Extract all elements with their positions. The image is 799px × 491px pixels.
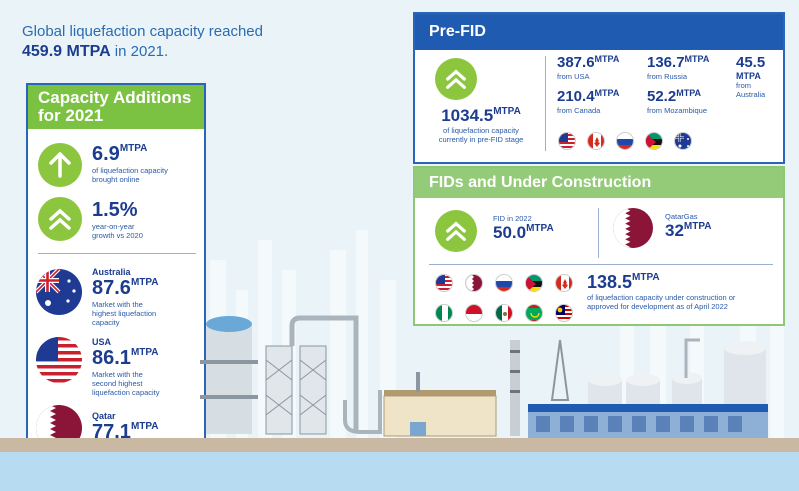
double-chevron-up-icon: [38, 197, 82, 241]
headline-suffix: in 2021.: [110, 43, 169, 60]
fid-value: 50.0: [493, 223, 527, 242]
prefid-unit-canada: MTPA: [594, 88, 620, 98]
prefid-desc-russia: from Russia: [647, 72, 688, 81]
uc-desc-2: approved for development as of April 202…: [587, 302, 728, 311]
mozambique-flag-icon: [525, 274, 543, 292]
fids-card: FIDs and Under Construction FID in 2022 …: [413, 166, 785, 326]
qatar-flag-icon: [613, 208, 653, 248]
divider: [38, 253, 196, 254]
market-desc-2b: second highest: [92, 379, 143, 388]
additions-desc-2a: year-on-year: [92, 222, 135, 231]
australia-flag-icon: [36, 269, 82, 315]
russia-flag-icon: [616, 132, 634, 150]
prefid-total-value: 1034.5: [441, 106, 494, 125]
divider: [598, 208, 599, 258]
divider: [429, 264, 773, 265]
prefid-total-desc-2: currently in pre-FID stage: [438, 135, 524, 144]
arrow-up-icon: [38, 143, 82, 187]
prefid-total-desc-1: of liquefaction capacity: [443, 126, 519, 135]
prefid-value-usa: 387.6: [557, 54, 595, 71]
mozambique-flag-icon: [645, 132, 663, 150]
fid-unit: MTPA: [526, 223, 554, 234]
double-chevron-up-icon: [435, 210, 477, 252]
nigeria-flag-icon: [435, 304, 453, 322]
market-desc-1b: highest liquefaction: [92, 309, 157, 318]
double-chevron-up-icon: [435, 58, 477, 100]
russia-flag-icon: [495, 274, 513, 292]
indonesia-flag-icon: [465, 304, 483, 322]
canada-flag-icon: [587, 132, 605, 150]
prefid-value-russia: 136.7: [647, 54, 685, 71]
malaysia-flag-icon: [555, 304, 573, 322]
market-desc-1a: Market with the: [92, 300, 143, 309]
additions-desc-2b: growth vs 2020: [92, 231, 143, 240]
usa-flag-icon: [435, 274, 453, 292]
market-unit-1: MTPA: [130, 277, 159, 288]
prefid-value-canada: 210.4: [557, 88, 595, 105]
market-country-1: Australia: [92, 267, 131, 277]
qatar-flag-icon: [465, 274, 483, 292]
mexico-flag-icon: [495, 304, 513, 322]
capacity-additions-card: Capacity Additions for 2021 6.9MTPA of l…: [26, 83, 206, 478]
additions-value-1: 6.9: [92, 143, 120, 165]
prefid-unit-mozambique: MTPA: [676, 88, 702, 98]
prefid-unit-australia: MTPA: [736, 71, 761, 81]
additions-desc-1a: of liquefaction capacity: [92, 166, 168, 175]
mauritania-flag-icon: [525, 304, 543, 322]
market-desc-2a: Market with the: [92, 370, 143, 379]
capacity-additions-title-2: for 2021: [38, 106, 104, 125]
qatargas-unit: MTPA: [683, 221, 712, 232]
prefid-total-unit: MTPA: [493, 106, 521, 117]
prefid-desc-australia: from Australia: [736, 81, 766, 99]
fids-header: FIDs and Under Construction: [415, 168, 783, 198]
market-value-2: 86.1: [92, 347, 131, 369]
prefid-desc-usa: from USA: [557, 72, 590, 81]
market-country-2: USA: [92, 337, 112, 347]
prefid-desc-canada: from Canada: [557, 106, 601, 115]
canada-flag-icon: [555, 274, 573, 292]
ground: [0, 438, 799, 454]
uc-value: 138.5: [587, 272, 633, 292]
capacity-additions-header: Capacity Additions for 2021: [28, 85, 204, 129]
headline-value: 459.9 MTPA: [22, 43, 111, 60]
prefid-desc-mozambique: from Mozambique: [647, 106, 708, 115]
market-value-3: 77.1: [92, 421, 131, 443]
market-unit-2: MTPA: [130, 347, 159, 358]
prefid-unit-russia: MTPA: [684, 54, 710, 64]
prefid-value-mozambique: 52.2: [647, 88, 677, 105]
market-desc-1c: capacity: [92, 318, 120, 327]
fid-label: FID in 2022: [493, 214, 532, 223]
prefid-card: Pre-FID 1034.5MTPA of liquefaction capac…: [413, 12, 785, 164]
market-value-1: 87.6: [92, 277, 131, 299]
prefid-unit-usa: MTPA: [594, 54, 620, 64]
market-desc-2c: liquefaction capacity: [92, 388, 160, 397]
additions-desc-1b: brought online: [92, 175, 140, 184]
qatargas-value: 32: [665, 221, 684, 240]
headline-line1: Global liquefaction capacity reached: [22, 23, 263, 40]
prefid-header: Pre-FID: [415, 14, 783, 50]
uc-desc-1: of liquefaction capacity under construct…: [587, 293, 736, 302]
usa-flag-icon: [558, 132, 576, 150]
qatargas-label: QatarGas: [665, 212, 698, 221]
headline: Global liquefaction capacity reached 459…: [22, 22, 263, 62]
uc-unit: MTPA: [632, 272, 660, 283]
prefid-value-australia: 45.5: [736, 54, 766, 71]
divider: [545, 56, 546, 151]
market-country-3: Qatar: [92, 411, 116, 421]
water: [0, 452, 799, 491]
usa-flag-icon: [36, 337, 82, 383]
market-unit-3: MTPA: [130, 421, 159, 432]
capacity-additions-title-1: Capacity Additions: [38, 88, 192, 107]
additions-value-2: 1.5%: [92, 199, 138, 221]
additions-unit-1: MTPA: [119, 143, 148, 154]
australia-flag-icon: [674, 132, 692, 150]
